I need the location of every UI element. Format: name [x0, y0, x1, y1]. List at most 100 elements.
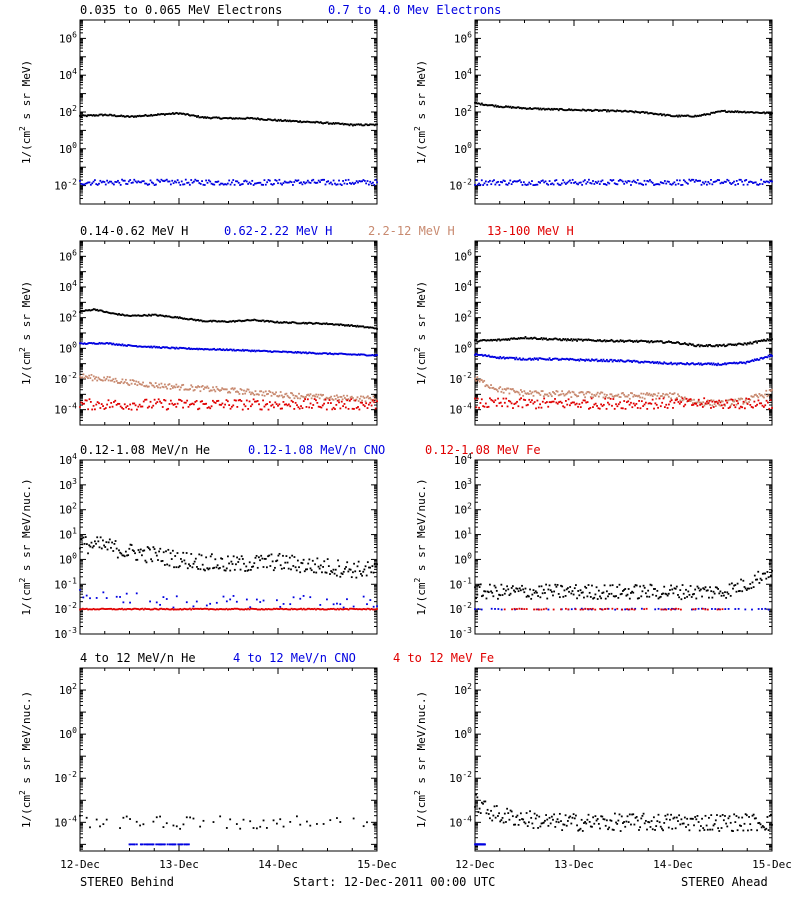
- data-point: [263, 349, 266, 352]
- data-point: [339, 395, 342, 398]
- data-point: [152, 345, 155, 348]
- data-point: [356, 565, 359, 568]
- data-point: [102, 180, 104, 183]
- data-point: [123, 179, 126, 182]
- data-point: [262, 391, 265, 394]
- data-point: [260, 608, 263, 610]
- data-point: [513, 589, 515, 592]
- data-point: [566, 358, 569, 361]
- data-point: [206, 348, 209, 350]
- data-point: [335, 403, 338, 406]
- data-point: [706, 362, 709, 365]
- data-point: [623, 110, 625, 112]
- data-point: [542, 588, 545, 591]
- data-point: [617, 179, 620, 182]
- data-point: [613, 182, 616, 185]
- data-point: [231, 320, 234, 323]
- data-point: [588, 407, 590, 410]
- data-point: [94, 308, 96, 311]
- legend-entry: 2.2-12 MeV H: [368, 224, 455, 238]
- data-point: [688, 115, 691, 118]
- data-point: [298, 351, 300, 354]
- data-point: [523, 358, 526, 361]
- data-point: [761, 183, 764, 185]
- y-axis-label: 1/(cm2 s sr MeV/nuc.): [18, 478, 33, 615]
- data-point: [743, 110, 746, 113]
- data-point: [545, 358, 547, 361]
- data-point: [91, 379, 94, 382]
- data-point: [689, 398, 692, 401]
- data-point: [171, 112, 174, 114]
- data-point: [489, 104, 491, 107]
- data-point: [87, 408, 90, 411]
- data-point: [753, 181, 756, 184]
- data-point: [334, 398, 337, 400]
- data-point: [363, 326, 366, 329]
- data-point: [360, 395, 362, 398]
- data-point: [217, 320, 220, 323]
- data-point: [727, 179, 730, 182]
- data-point: [745, 343, 748, 346]
- data-point: [89, 309, 92, 312]
- data-point: [373, 398, 376, 400]
- data-point: [104, 342, 107, 345]
- data-point: [161, 406, 164, 408]
- data-point: [726, 399, 729, 402]
- data-point: [750, 181, 753, 183]
- data-point: [557, 394, 560, 397]
- data-point: [507, 387, 510, 390]
- data-point: [679, 362, 682, 364]
- data-point: [258, 608, 260, 611]
- data-point: [726, 111, 729, 114]
- data-point: [760, 112, 763, 114]
- data-point: [700, 362, 702, 365]
- data-point: [235, 180, 237, 183]
- data-point: [719, 404, 722, 407]
- data-point: [136, 558, 139, 561]
- data-point: [350, 123, 353, 126]
- data-point: [275, 321, 277, 324]
- data-point: [302, 558, 305, 561]
- data-point: [501, 594, 504, 596]
- y-tick-label: 100: [454, 340, 472, 355]
- data-point: [487, 405, 490, 408]
- data-point: [296, 559, 299, 562]
- y-tick-label: 103: [59, 477, 77, 492]
- data-point: [639, 182, 642, 185]
- data-point: [724, 399, 727, 402]
- data-point: [669, 114, 671, 117]
- data-point: [726, 362, 729, 365]
- data-point: [130, 544, 133, 546]
- data-point: [366, 326, 369, 329]
- data-point: [526, 358, 529, 361]
- data-point: [238, 349, 241, 352]
- data-point: [149, 346, 151, 349]
- data-point: [483, 182, 486, 185]
- data-point: [158, 346, 161, 348]
- data-point: [626, 359, 629, 362]
- data-point: [348, 607, 351, 610]
- data-point: [511, 106, 514, 108]
- data-point: [83, 402, 85, 405]
- data-point: [103, 544, 105, 547]
- data-point: [635, 181, 638, 184]
- data-point: [603, 393, 606, 396]
- data-point: [757, 396, 760, 399]
- data-point: [84, 114, 87, 117]
- data-point: [667, 395, 670, 398]
- data-point: [268, 554, 271, 557]
- data-point: [354, 353, 357, 356]
- data-point: [518, 107, 521, 110]
- data-point: [311, 121, 314, 124]
- data-point: [708, 596, 710, 599]
- data-point: [177, 113, 180, 115]
- data-point: [510, 388, 513, 391]
- data-point: [503, 388, 506, 390]
- data-point: [243, 349, 245, 352]
- data-point: [333, 572, 336, 575]
- data-point: [316, 395, 319, 398]
- data-point: [704, 180, 707, 183]
- data-point: [695, 597, 698, 600]
- data-point: [373, 327, 376, 330]
- data-point: [611, 109, 614, 112]
